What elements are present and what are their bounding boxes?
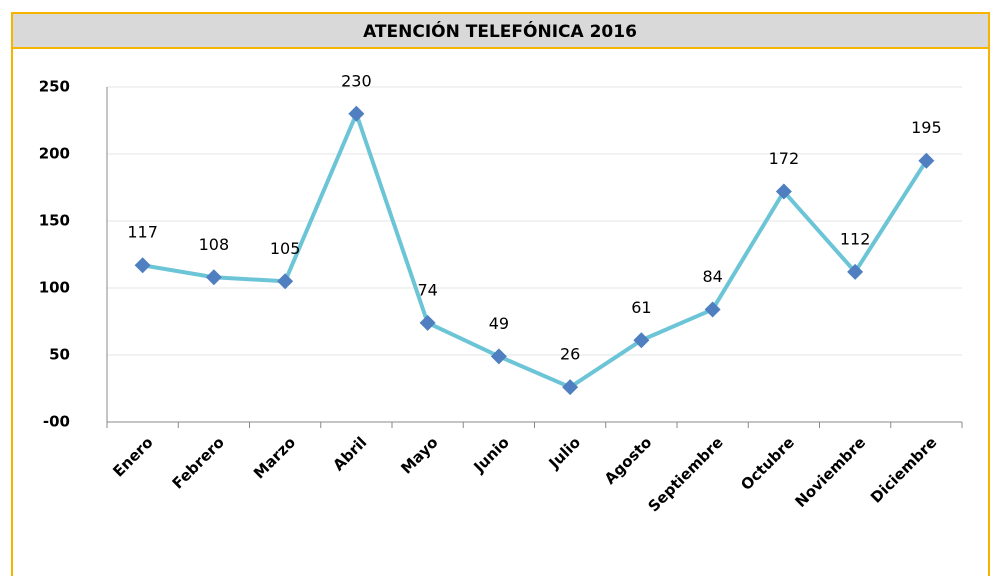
data-label: 26 (560, 345, 580, 364)
marker (419, 314, 436, 331)
marker (348, 105, 365, 122)
data-label: 117 (127, 223, 158, 242)
marker (847, 263, 864, 280)
series-line (142, 111, 929, 390)
data-label: 108 (199, 235, 230, 254)
title-bar (13, 14, 988, 48)
data-label: 49 (489, 314, 509, 333)
marker (277, 273, 294, 290)
chart-frame (11, 12, 990, 576)
y-tick-label: 200 (39, 145, 70, 163)
data-label: 105 (270, 239, 301, 258)
marker (633, 332, 650, 349)
chart-title: ATENCIÓN TELEFÓNICA 2016 (363, 20, 637, 42)
y-tick-label: 50 (49, 346, 70, 364)
marker (134, 257, 151, 274)
marker (490, 348, 507, 365)
marker (562, 379, 579, 396)
marker (704, 301, 721, 318)
data-label: 84 (702, 267, 722, 286)
data-label: 112 (840, 229, 871, 248)
y-tick-label: 100 (39, 279, 70, 297)
marker (775, 183, 792, 200)
data-label: 230 (341, 71, 372, 90)
data-label: 74 (417, 280, 437, 299)
marker (205, 269, 222, 286)
data-label: 61 (631, 298, 651, 317)
marker (918, 152, 935, 169)
data-label: 195 (911, 118, 942, 137)
y-tick-label: 250 (39, 78, 70, 96)
y-tick-label: -00 (43, 413, 70, 431)
data-label: 172 (769, 149, 800, 168)
y-tick-label: 150 (39, 212, 70, 230)
